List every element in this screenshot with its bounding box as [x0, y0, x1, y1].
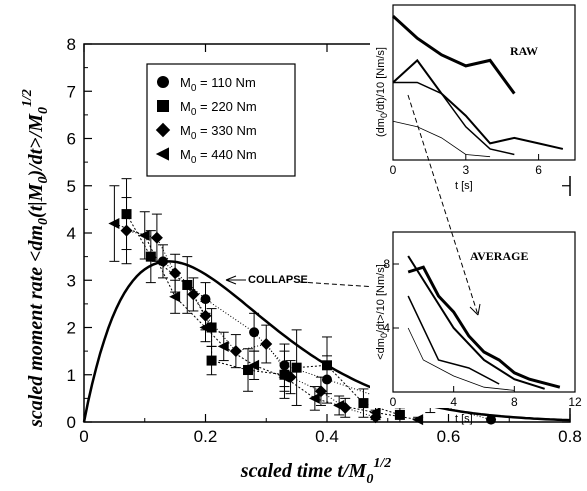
data-point-diamond	[260, 338, 273, 351]
collapse-annotation: COLLAPSE	[248, 274, 308, 286]
raw-to-average-arrow-head	[469, 303, 481, 316]
inset-raw-title: RAW	[510, 44, 538, 58]
legend: M0 = 110 Nm M0 = 220 Nm M0 = 330 Nm M0 = 44…	[146, 63, 296, 177]
data-point-triangle-left	[248, 359, 260, 371]
data-markers	[108, 209, 497, 426]
inset-x-tick-label: 8	[511, 395, 518, 409]
data-point-diamond	[199, 309, 212, 322]
x-tick-label: 0.8	[558, 427, 582, 446]
data-point-triangle-left	[333, 399, 345, 411]
data-point-triangle-left	[308, 392, 320, 404]
inset-series-line	[391, 14, 516, 95]
data-point-square	[145, 251, 156, 262]
data-point-square	[394, 409, 405, 420]
legend-box	[146, 63, 296, 177]
raw-to-average-arrow	[407, 94, 479, 316]
data-point-circle	[322, 374, 332, 385]
legend-marker-square	[157, 100, 169, 112]
inset-average-title: AVERAGE	[470, 249, 528, 263]
legend-marker-triangle-left	[155, 147, 169, 161]
y-tick-label: 0	[67, 413, 76, 432]
inset-series-line	[392, 58, 564, 150]
legend-label: M0 = 220 Nm	[180, 99, 257, 118]
x-tick-label: 0.6	[437, 427, 461, 446]
legend-label: M0 = 330 Nm	[180, 123, 257, 142]
data-point-circle	[279, 360, 290, 371]
data-point-diamond	[120, 224, 133, 237]
inset-y-tick-label: 8	[383, 257, 390, 271]
inset-series-line	[407, 327, 515, 391]
series-line-circle	[162, 260, 492, 421]
series-line-square	[126, 213, 401, 416]
data-point-triangle-left	[412, 414, 424, 426]
x-axis-label: scaled time t/M01/2	[240, 456, 391, 487]
x-tick-label: 0	[79, 427, 88, 446]
legend-label: M0 = 440 Nm	[180, 147, 257, 166]
y-tick-label: 5	[67, 177, 76, 196]
data-point-square	[206, 322, 217, 333]
inset-x-tick-label: 6	[535, 163, 542, 177]
data-point-square	[206, 355, 217, 366]
data-point-triangle-left	[199, 322, 211, 333]
y-tick-label: 6	[67, 130, 76, 149]
inset-series-line	[392, 120, 491, 158]
legend-marker-diamond	[155, 122, 171, 138]
inset-series-line	[407, 255, 545, 390]
y-tick-label: 4	[67, 224, 76, 243]
inset-average-ylabel: <dm0/dt>/10 [Nm/s]	[375, 264, 389, 360]
data-point-square	[358, 398, 369, 409]
data-point-square	[243, 365, 254, 376]
collapse-curve	[82, 260, 571, 423]
data-point-triangle-left	[169, 291, 181, 303]
y-tick-label: 7	[67, 82, 76, 101]
data-point-triangle-left	[217, 340, 229, 352]
data-point-square	[182, 279, 193, 290]
inset-raw-xlabel: t [s]	[455, 180, 473, 192]
legend-label: M0 = 110 Nm	[180, 75, 256, 94]
inset-x-tick-label: 3	[462, 163, 469, 177]
inset-series-line	[393, 81, 515, 156]
data-point-diamond	[229, 345, 242, 358]
data-point-square	[291, 362, 302, 373]
x-tick-label: 0.4	[315, 427, 339, 446]
inset-y-tick-label: 4	[383, 321, 390, 335]
inset-x-tick-label: 12	[568, 395, 582, 409]
y-tick-label: 1	[67, 366, 76, 385]
inset-x-tick-label: 0	[390, 163, 397, 177]
inset-raw-ylabel: (dm0/dt)/10 [Nm/s]	[375, 47, 389, 137]
inset-raw: 0 3 6 RAW t [s] (dm0/dt)/10 [Nm/s]	[370, 0, 576, 192]
inset-average-xlabel: t [s]	[455, 413, 473, 425]
data-point-circle	[249, 327, 260, 338]
data-point-diamond	[169, 267, 182, 280]
data-point-circle	[200, 294, 211, 305]
data-point-triangle-left	[278, 371, 290, 383]
data-point-triangle-left	[108, 218, 120, 230]
data-point-triangle-left	[369, 407, 381, 419]
data-point-circle	[486, 414, 497, 425]
y-tick-label: 3	[67, 271, 76, 290]
inset-x-tick-label: 0	[390, 395, 397, 409]
inset-series-line	[407, 265, 561, 389]
data-point-diamond	[187, 288, 200, 301]
series-line-triangle-left	[114, 223, 419, 421]
inset-average: 0 4 8 12 4 8 AVERAGE t [s] <dm0/dt>/10 [Nm/s]	[370, 196, 582, 425]
y-tick-label: 8	[67, 35, 76, 54]
inset-average-frame	[392, 231, 576, 393]
inset-series-line	[407, 295, 500, 385]
data-point-square	[121, 209, 132, 220]
y-tick-label: 2	[67, 319, 76, 338]
collapse-arrow-left-head	[225, 275, 237, 285]
x-tick-label: 0.2	[194, 427, 218, 446]
legend-marker-circle	[157, 76, 169, 88]
y-axis-label: scaled moment rate <dm0(t|M0)/dt>/M01/2	[20, 89, 51, 428]
data-point-diamond	[150, 231, 163, 244]
inset-x-tick-label: 4	[450, 395, 457, 409]
data-point-triangle-left	[138, 229, 150, 241]
